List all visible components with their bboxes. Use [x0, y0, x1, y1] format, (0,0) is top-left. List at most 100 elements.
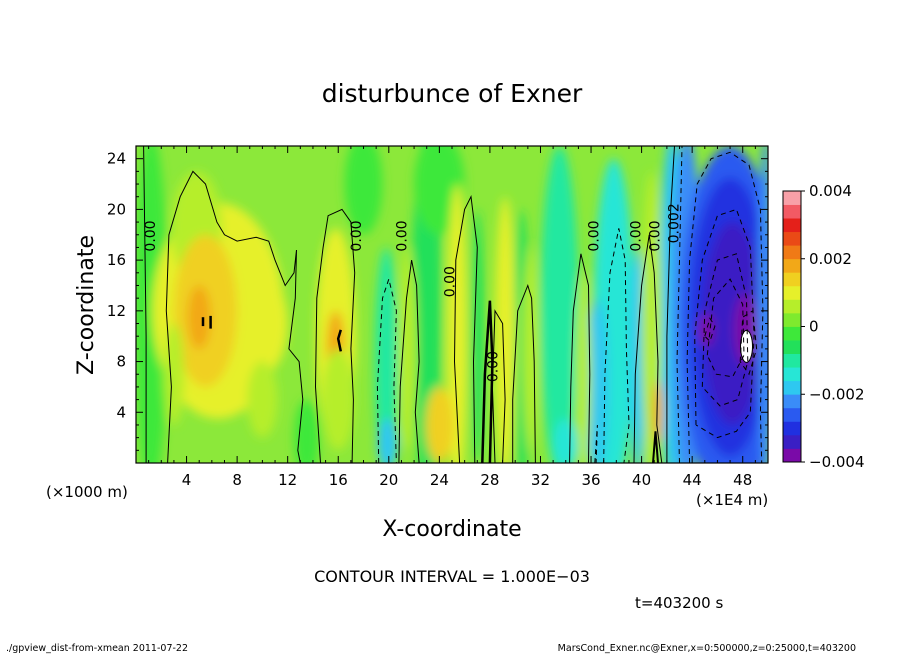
colorbar: 0.004 0.002 0 −0.002 −0.004 [782, 182, 865, 471]
colorbar-swatch [783, 421, 801, 436]
contour-label: 0.00 [143, 220, 159, 251]
y-tick-label: 4 [116, 403, 126, 421]
contour-line [512, 283, 536, 463]
contour-line [569, 253, 591, 463]
contour-line [652, 431, 659, 463]
y-tick-label: 12 [107, 302, 126, 320]
colorbar-swatch [783, 394, 801, 409]
x-axis: 4 8 12 16 20 24 28 32 36 40 44 48 [148, 146, 756, 489]
colorbar-label: −0.004 [809, 453, 865, 471]
colorbar-swatch [783, 407, 801, 422]
y-tick-label: 16 [107, 251, 126, 269]
contour-label: 0.00 [628, 220, 644, 251]
colorbar-swatch [783, 326, 801, 341]
colorbar-swatch [783, 218, 801, 233]
x-tick-label: 48 [733, 471, 752, 489]
field-blob [163, 323, 185, 425]
colorbar-swatch [783, 367, 801, 382]
contour-label: 0.00 [443, 266, 459, 297]
contour-line-negative [594, 424, 598, 463]
plot-area: 0.00 0.00 0.000.000.000.00 0.00 0.00 0.002 [136, 146, 768, 463]
x-tick-label: 4 [182, 471, 192, 489]
field-blob [540, 146, 579, 463]
field-blob [344, 146, 383, 235]
x-tick-label: 32 [531, 471, 550, 489]
y-axis-label: Z-coordinate [74, 235, 99, 375]
contour-line [165, 170, 304, 463]
x-tick-label: 12 [278, 471, 297, 489]
contour-label: 0.00 [587, 220, 603, 251]
colorbar-swatch [783, 380, 801, 395]
x-tick-label: 40 [632, 471, 651, 489]
time-label: t=403200 s [635, 594, 723, 612]
x-tick-label: 8 [232, 471, 242, 489]
field-blob [187, 285, 211, 349]
field-blob [522, 247, 538, 451]
contour-line [336, 329, 343, 352]
chart-title: disturbunce of Exner [322, 79, 583, 108]
contour-label: 0.00 [395, 220, 411, 251]
y-tick-label: 24 [107, 150, 126, 168]
field-blob [374, 247, 398, 463]
field-blob [575, 272, 592, 463]
field-blob [237, 272, 288, 375]
contour-label: 0.00 [486, 351, 502, 382]
field-blob [585, 298, 609, 463]
contour-line [481, 300, 494, 463]
colorbar-label: 0 [809, 318, 819, 336]
y-axis: 4 8 12 16 20 24 [107, 150, 768, 451]
field-blob [630, 247, 646, 463]
contour-line-negative [704, 317, 716, 343]
field-blobs [136, 146, 768, 463]
y-tick-label: 20 [107, 200, 126, 218]
colorbar-label: −0.002 [809, 385, 865, 403]
contour-lines [143, 146, 764, 463]
colorbar-label: 0.002 [809, 250, 852, 268]
contour-line [314, 208, 356, 463]
contour-label: 0.002 [666, 203, 682, 243]
field-blob [652, 380, 664, 444]
contour-line [666, 146, 675, 463]
field-blob [136, 146, 168, 463]
field-blob [247, 361, 278, 438]
field-blob [446, 184, 468, 463]
colorbar-swatch [783, 272, 801, 287]
colorbar-swatch [783, 448, 801, 463]
contour-interval: CONTOUR INTERVAL = 1.000E−03 [314, 567, 590, 586]
x-axis-label: X-coordinate [382, 517, 521, 542]
colorbar-swatch [783, 312, 801, 327]
contour-label: 0.00 [349, 220, 365, 251]
contour-line [398, 260, 420, 463]
field-blob [553, 418, 579, 463]
colorbar-label: 0.004 [809, 182, 852, 200]
field-blob [398, 247, 417, 451]
field-blob [425, 386, 454, 463]
x-unit-left: (×1000 m) [46, 483, 128, 501]
x-tick-label: 28 [480, 471, 499, 489]
colorbar-swatch [783, 299, 801, 314]
field-blob [494, 196, 516, 463]
footer-left: ./gpview_dist-from-xmean 2011-07-22 [6, 643, 188, 654]
contour-line [453, 195, 478, 463]
contour-line [633, 234, 663, 463]
colorbar-swatch [783, 353, 801, 368]
y-tick-label: 8 [116, 353, 126, 371]
colorbar-swatch [783, 258, 801, 273]
contour-line [491, 309, 506, 463]
contour-line-negative [739, 309, 758, 376]
contour-line-negative [701, 253, 749, 407]
field-blob [698, 313, 714, 347]
contour-line-negative [376, 277, 397, 463]
contour-labels: 0.00 0.00 0.000.000.000.00 0.00 0.00 0.002 [143, 203, 682, 382]
x-unit-right: (×1E4 m) [696, 491, 768, 509]
x-tick-label: 20 [379, 471, 398, 489]
colorbar-swatch [783, 434, 801, 449]
x-tick-label: 16 [329, 471, 348, 489]
contour-label: 0.00 [647, 220, 663, 251]
contour-line [143, 146, 147, 463]
field-blob [757, 146, 768, 463]
colorbar-swatch [783, 231, 801, 246]
field-blob [321, 348, 355, 451]
contour-line-negative [694, 208, 755, 439]
x-tick-label: 36 [581, 471, 600, 489]
